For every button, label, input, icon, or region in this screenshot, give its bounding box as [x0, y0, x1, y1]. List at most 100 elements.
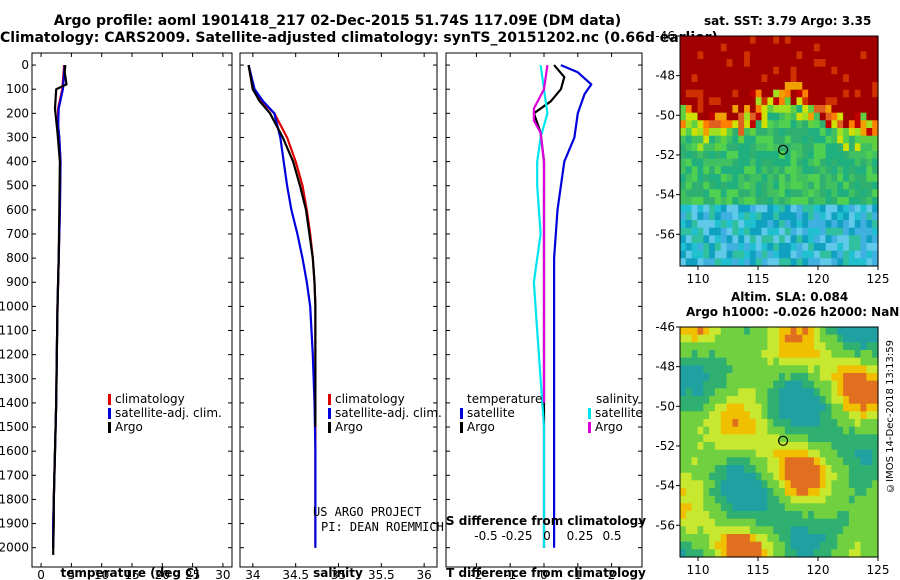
sst-map-cell [755, 189, 763, 198]
sst-map-cell [720, 189, 728, 198]
sst-map-cell [860, 36, 867, 45]
sst-map-cell [790, 112, 797, 121]
sst-map-cell [680, 59, 687, 68]
sla-map-cell [726, 511, 733, 520]
sst-map-cell [680, 120, 687, 129]
sla-map-cell [755, 365, 763, 374]
sst-map-cell [744, 158, 751, 167]
sst-map-cell [685, 151, 693, 160]
sst-map-cell [703, 82, 710, 91]
sst-map-cell [854, 212, 862, 221]
sla-map-cell [755, 426, 763, 435]
sla-map-cell [755, 419, 763, 428]
sst-map-cell [714, 105, 722, 114]
sla-map-cell [714, 442, 722, 451]
sst-map-cell [808, 120, 815, 129]
sst-map-cell [767, 89, 774, 98]
sla-map-cell [808, 472, 815, 481]
sst-map-cell [773, 227, 780, 236]
sst-map-cell [872, 197, 879, 206]
sst-map-cell [790, 227, 797, 236]
sla-map-cell [738, 373, 745, 382]
sla-map-cell [854, 518, 862, 527]
sst-map-cell [784, 59, 792, 68]
sla-map-cell [767, 511, 774, 520]
sla-map-cell [744, 457, 751, 466]
sst-map-cell [703, 36, 710, 45]
sst-map-cell [680, 151, 687, 160]
sla-map-cell [860, 449, 867, 458]
sst-map-cell [796, 189, 803, 198]
sla-map-cell [738, 357, 745, 366]
sla-map-cell [773, 541, 780, 550]
sst-map-cell [732, 204, 739, 213]
sla-map-cell [709, 534, 716, 543]
sla-map-cell [767, 411, 774, 420]
sst-map-cell [813, 181, 821, 190]
sla-map-cell [872, 511, 879, 520]
sst-map-cell [680, 220, 687, 229]
sst-map-cell [860, 120, 867, 129]
sst-map-cell [790, 197, 797, 206]
sla-map-cell [680, 511, 687, 520]
sst-map-cell [802, 235, 809, 244]
sst-map-cell [709, 250, 716, 259]
sst-map-cell [720, 220, 728, 229]
sla-map-cell [813, 526, 821, 535]
sst-map-cell [802, 112, 809, 121]
sla-map-cell [866, 411, 873, 420]
sst-map-cell [784, 112, 792, 121]
sla-map-cell [691, 327, 698, 336]
sla-map-cell [825, 472, 832, 481]
sla-map-cell [749, 403, 757, 412]
sla-map-cell [755, 549, 763, 558]
sla-map-ytick-label: -50 [655, 399, 675, 413]
sla-map-cell [866, 403, 873, 412]
sla-map-cell [697, 472, 704, 481]
sla-map-cell [744, 434, 751, 443]
sst-map-cell [843, 227, 850, 236]
sst-map-cell [720, 243, 728, 252]
diff-legend-t-argo-label: Argo [467, 420, 495, 434]
sst-map-cell [860, 151, 867, 160]
sla-map-cell [767, 357, 774, 366]
sst-map-cell [860, 197, 867, 206]
sst-map-cell [813, 112, 821, 121]
sst-map-cell [790, 59, 797, 68]
sst-map-ytick-label: -52 [655, 148, 675, 162]
sst-map-cell [872, 105, 879, 114]
sst-map-cell [848, 220, 856, 229]
sla-map-cell [796, 495, 803, 504]
sla-map-cell [685, 434, 693, 443]
sla-map-cell [680, 442, 687, 451]
sla-map-cell [726, 342, 733, 351]
sst-map-cell [779, 220, 786, 229]
sla-map-cell [848, 426, 856, 435]
sla-map-cell [744, 480, 751, 489]
sla-map-cell [813, 534, 821, 543]
sst-map-cell [837, 227, 844, 236]
sla-map-ytick-label: -48 [655, 360, 675, 374]
sst-map-cell [703, 166, 710, 175]
sst-map-cell [808, 112, 815, 121]
sla-map-cell [784, 388, 792, 397]
sst-map-cell [773, 120, 780, 129]
sla-map-cell [784, 342, 792, 351]
sst-map-cell [732, 128, 739, 137]
sst-map-cell [813, 166, 821, 175]
sst-map-cell [837, 82, 844, 91]
sla-map-cell [714, 465, 722, 474]
sal-legend-satellite-swatch [328, 408, 331, 419]
sla-map-cell [749, 488, 757, 497]
sla-map-cell [808, 350, 815, 359]
sst-map-cell [825, 174, 832, 183]
sla-map-cell [732, 472, 739, 481]
sst-map-cell [685, 174, 693, 183]
sla-map-cell [843, 442, 850, 451]
sla-map-cell [831, 434, 838, 443]
sla-map-cell [779, 495, 786, 504]
sla-map-cell [837, 411, 844, 420]
differences-xtick-label: 2 [608, 568, 616, 580]
depth-tick-label: 1900 [0, 517, 29, 531]
sst-map-cell [726, 66, 733, 75]
